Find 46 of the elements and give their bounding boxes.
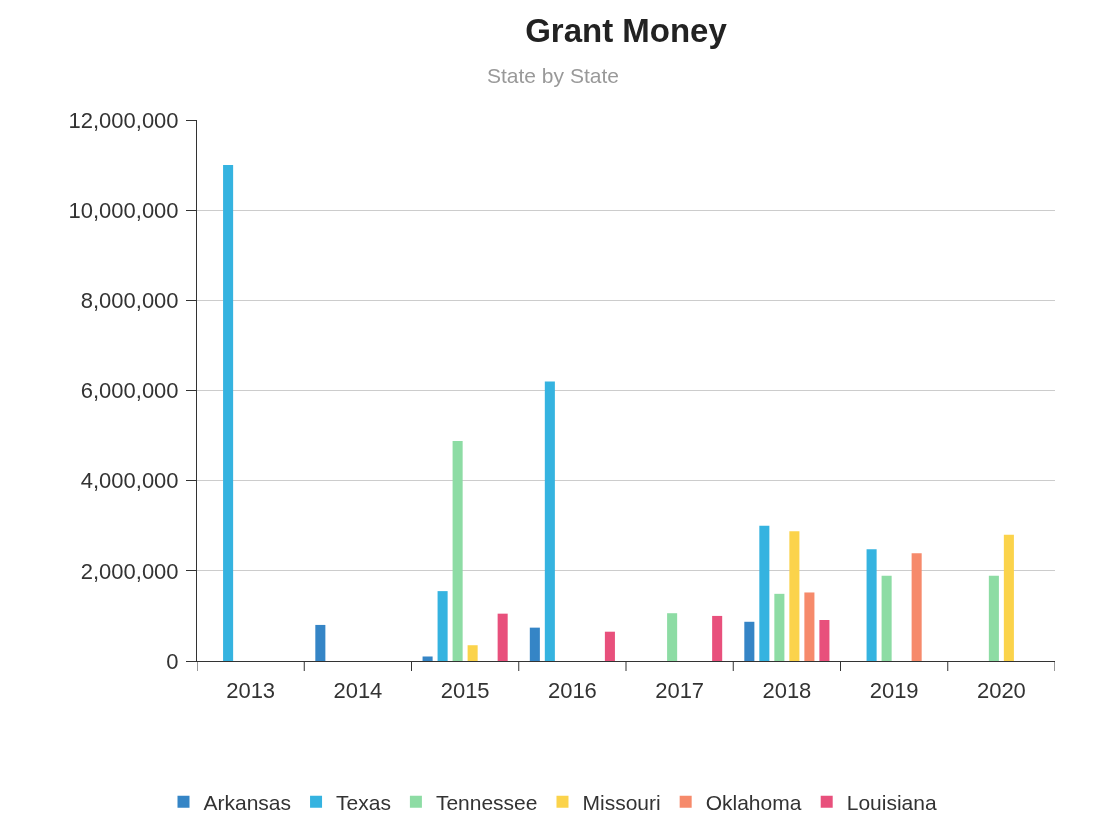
bar <box>529 627 540 661</box>
bar <box>667 613 678 661</box>
bar <box>911 553 922 661</box>
x-tick-label: 2016 <box>547 678 597 704</box>
legend-label: Texas <box>336 790 391 814</box>
y-tick-label: 0 <box>166 648 179 674</box>
y-tick-label: 8,000,000 <box>80 288 179 314</box>
bar <box>759 525 770 661</box>
bar <box>789 531 800 661</box>
chart-subtitle: State by State <box>487 64 619 87</box>
bar <box>452 440 463 661</box>
bar <box>988 575 999 661</box>
bar <box>497 613 508 661</box>
x-tick-label: 2019 <box>869 678 919 704</box>
bar <box>315 624 326 661</box>
bar <box>544 381 555 661</box>
legend-label: Oklahoma <box>705 790 802 814</box>
bar <box>422 656 433 661</box>
y-tick-label: 2,000,000 <box>80 558 179 584</box>
y-tick-label: 6,000,000 <box>80 378 179 404</box>
legend-label: Tennessee <box>435 790 538 814</box>
bar <box>437 591 448 661</box>
legend-label: Louisiana <box>846 790 937 814</box>
y-tick-label: 10,000,000 <box>68 197 179 223</box>
chart-title: Grant Money <box>525 11 728 49</box>
x-tick-label: 2013 <box>226 678 276 704</box>
y-tick-label: 4,000,000 <box>80 468 179 494</box>
y-tick-label: 12,000,000 <box>68 107 179 133</box>
x-tick-label: 2018 <box>762 678 812 704</box>
bar <box>1003 534 1014 661</box>
bar <box>223 165 234 661</box>
bar <box>866 549 877 661</box>
bar <box>604 631 615 661</box>
x-tick-label: 2014 <box>333 678 383 704</box>
bar <box>467 645 478 661</box>
bar <box>881 575 892 661</box>
x-tick-label: 2017 <box>655 678 705 704</box>
x-tick-label: 2015 <box>440 678 490 704</box>
bar <box>712 615 723 661</box>
legend-label: Missouri <box>582 790 661 814</box>
bar <box>744 621 755 661</box>
legend-label: Arkansas <box>203 790 292 814</box>
x-tick-label: 2020 <box>976 678 1026 704</box>
bar <box>819 619 830 661</box>
bar <box>774 593 785 661</box>
bar <box>804 592 815 661</box>
